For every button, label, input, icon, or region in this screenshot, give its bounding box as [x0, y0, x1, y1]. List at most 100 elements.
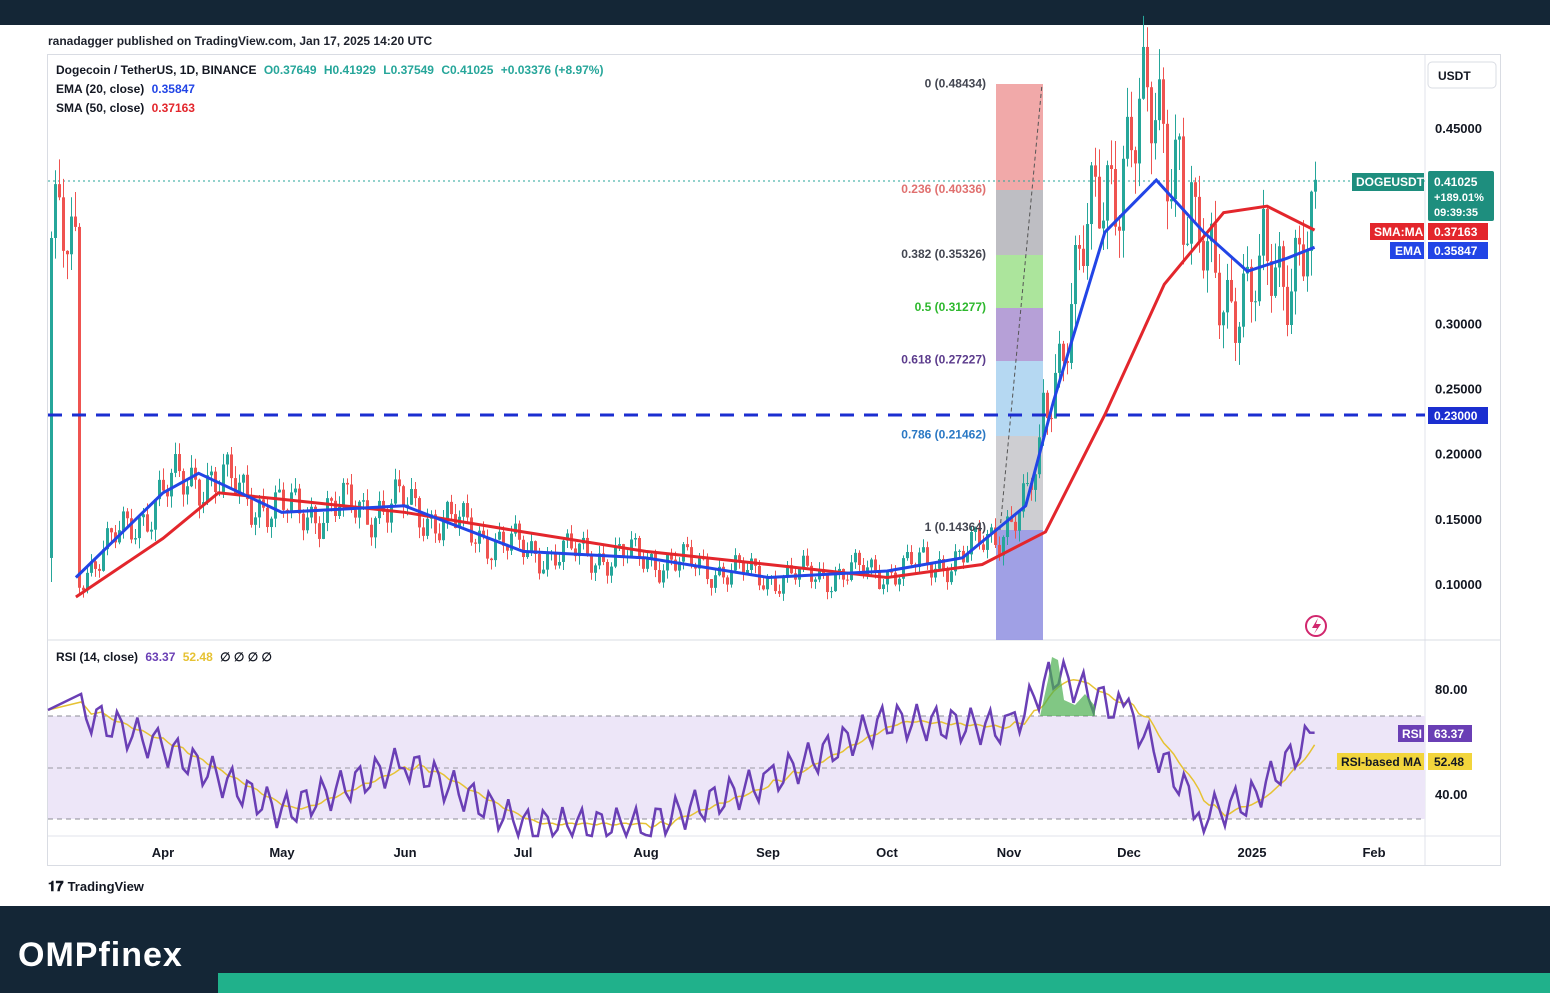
- candle-body: [266, 507, 269, 528]
- candle-body: [534, 541, 537, 554]
- price-axis: 0.45000 0.30000 0.25000 0.20000 0.15000 0.100…: [1435, 121, 1482, 592]
- candle-body: [1262, 208, 1265, 256]
- support-tag-bg: [1428, 407, 1488, 424]
- candle-body: [1294, 237, 1297, 292]
- candle-body: [1102, 220, 1105, 229]
- candle-body: [870, 559, 873, 568]
- candle-body: [138, 517, 141, 539]
- candle-body: [1302, 244, 1305, 277]
- candle-body: [1118, 226, 1121, 231]
- candle-body: [654, 553, 657, 571]
- rsi-ma-tag: RSI-based MA 52.48: [1337, 753, 1472, 770]
- candle-body: [586, 537, 589, 557]
- candle-body: [226, 454, 229, 465]
- candle-body: [130, 518, 133, 540]
- candle-body: [490, 558, 493, 561]
- candle-body: [126, 511, 129, 519]
- candle-body: [398, 479, 401, 487]
- candle-body: [102, 549, 105, 571]
- candle-body: [1306, 250, 1309, 277]
- legend-rsi-value: 63.37: [145, 650, 176, 664]
- rsi-line: [47, 656, 1315, 841]
- candle-body: [670, 554, 673, 560]
- rsi-tick-label: 40.00: [1435, 787, 1468, 802]
- candle-body: [846, 579, 849, 581]
- symbol-tag-text: DOGEUSDT: [1356, 175, 1425, 189]
- candle-body: [830, 591, 833, 593]
- candle-body: [210, 471, 213, 476]
- candle-body: [574, 548, 577, 557]
- candle-body: [814, 579, 817, 582]
- candle-body: [230, 454, 233, 479]
- candle-body: [638, 538, 641, 558]
- flash-icon[interactable]: [1305, 615, 1327, 637]
- candle-body: [274, 492, 277, 519]
- candle-body: [766, 577, 769, 590]
- candle-body: [1154, 120, 1157, 144]
- candle-body: [1138, 98, 1141, 164]
- candle-body: [686, 544, 689, 548]
- candle-body: [110, 528, 113, 533]
- candle-body: [646, 558, 649, 569]
- chart-frame: [47, 54, 1501, 866]
- currency-button[interactable]: USDT: [1438, 69, 1471, 83]
- candle-body: [826, 575, 829, 593]
- candle-body: [278, 489, 281, 493]
- candle-body: [978, 527, 981, 545]
- price-tick-label: 0.30000: [1435, 316, 1482, 331]
- candle-body: [622, 544, 625, 558]
- candle-body: [970, 531, 973, 555]
- candle-body: [802, 555, 805, 568]
- legend-ema-label: EMA (20, close): [56, 82, 145, 96]
- candle-body: [158, 479, 161, 500]
- countdown-tag-text: 09:39:35: [1434, 207, 1478, 219]
- time-tick-label: Apr: [152, 845, 174, 860]
- candle-body: [1070, 304, 1073, 363]
- candle-body: [1178, 136, 1181, 140]
- candle-body: [558, 561, 561, 566]
- candle-body: [946, 569, 949, 583]
- flash-icon-bolt: [1312, 618, 1321, 634]
- candle-body: [1170, 199, 1173, 202]
- candle-body: [1122, 158, 1125, 231]
- candle-body: [362, 500, 365, 502]
- candle-body: [1242, 273, 1245, 327]
- candle-body: [642, 557, 645, 569]
- candle-body: [1166, 123, 1169, 202]
- ema-val-text: 0.35847: [1434, 244, 1478, 258]
- candle-body: [1002, 537, 1005, 556]
- candle-body: [546, 552, 549, 570]
- tradingview-logo-icon: 𝟏𝟕: [48, 878, 64, 894]
- candle-body: [1278, 246, 1281, 268]
- candle-body: [1086, 224, 1089, 266]
- candle-body: [142, 514, 145, 518]
- candle-body: [1106, 165, 1109, 221]
- candle-body: [1146, 46, 1149, 88]
- fib-label: 0.786 (0.21462): [901, 428, 986, 442]
- ema-tag-text: EMA: [1395, 244, 1422, 258]
- candle-body: [294, 488, 297, 493]
- time-tick-label: Jun: [393, 845, 416, 860]
- rsi-overbought-fill: [1040, 657, 1095, 716]
- candle-body: [910, 552, 913, 565]
- tradingview-logo-text: TradingView: [67, 879, 144, 894]
- candle-body: [1014, 521, 1017, 531]
- candle-body: [146, 514, 149, 532]
- candle-body: [422, 527, 425, 536]
- candle-body: [174, 454, 177, 473]
- candle-body: [90, 561, 93, 573]
- currency-button-bg: [1427, 61, 1497, 89]
- candle-body: [1206, 241, 1209, 271]
- candle-body: [386, 511, 389, 523]
- candle-body: [854, 552, 857, 563]
- tradingview-logo[interactable]: 𝟏𝟕 TradingView: [48, 878, 144, 895]
- legend-change: +0.03376 (+8.97%): [500, 63, 604, 77]
- candle-body: [1310, 191, 1313, 251]
- price-tag-support: 0.23000: [1428, 407, 1488, 424]
- candle-body: [1090, 165, 1093, 225]
- brand-logo[interactable]: OMPfinex: [18, 936, 183, 974]
- candle-body: [1074, 244, 1077, 305]
- candle-body: [746, 569, 749, 575]
- candle-body: [742, 561, 745, 575]
- candle-body: [1226, 279, 1229, 313]
